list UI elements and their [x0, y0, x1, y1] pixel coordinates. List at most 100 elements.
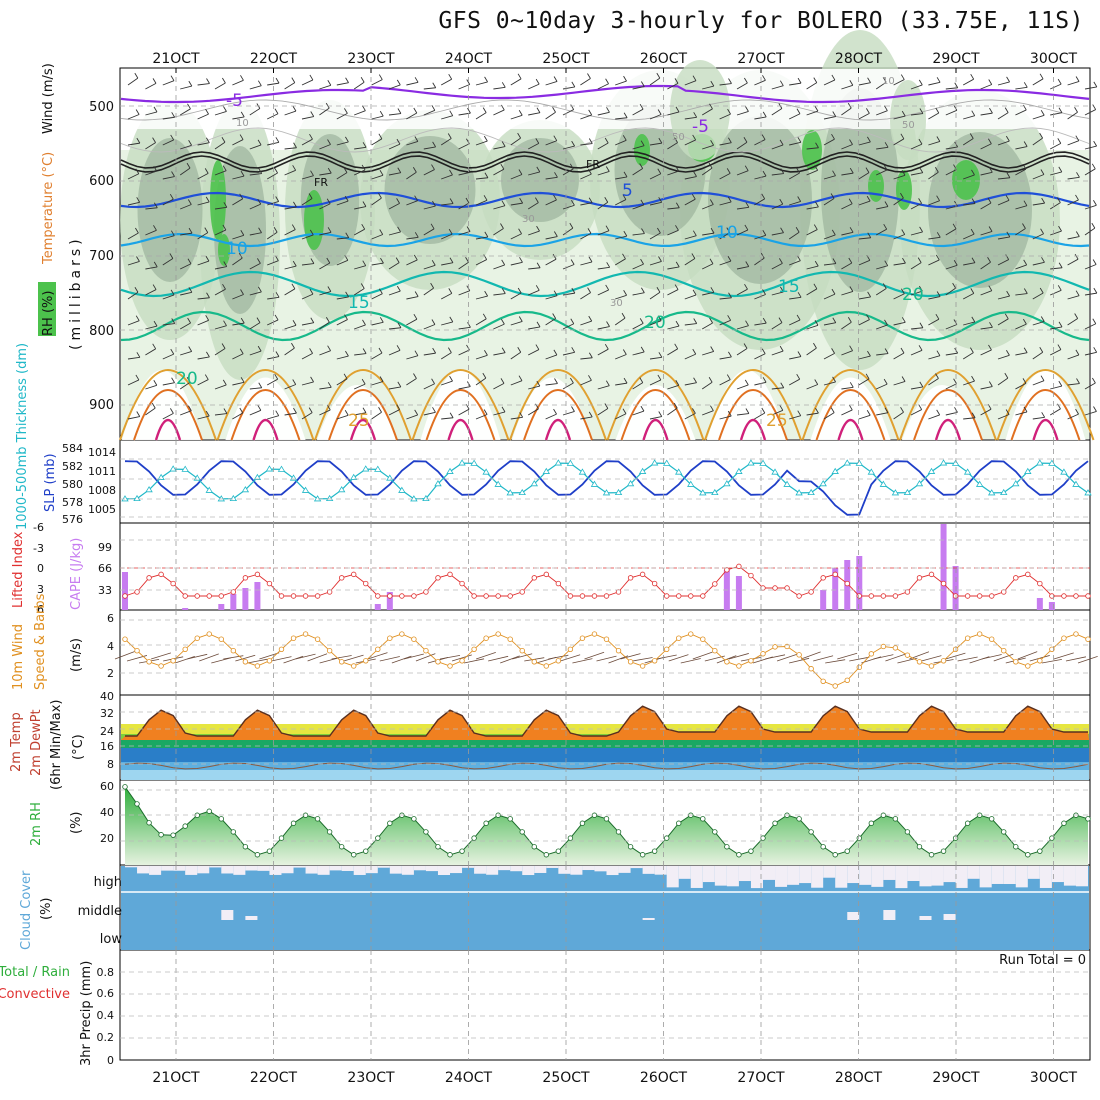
wind-barb	[900, 407, 904, 413]
wind-barb	[693, 112, 698, 118]
wind-barb	[510, 137, 521, 146]
wind-barb	[249, 203, 261, 210]
wind-barb	[388, 231, 401, 236]
wind-barb	[249, 85, 262, 90]
wind-barb	[199, 653, 219, 662]
y-tick-label: 500	[89, 100, 114, 115]
wind-barb	[291, 224, 296, 230]
series-marker	[182, 646, 188, 652]
wind-barb	[823, 322, 836, 326]
wind-barb	[841, 172, 854, 176]
wind-barb	[397, 381, 402, 388]
wind-barb	[249, 232, 262, 236]
y-tick-label: 1014	[88, 446, 116, 459]
wind-barb	[849, 345, 853, 351]
wind-barb	[597, 201, 609, 210]
series-marker	[411, 636, 417, 642]
wind-barb	[222, 379, 227, 386]
wind-barb	[928, 355, 941, 360]
wind-barb	[271, 656, 292, 662]
wind-barb	[945, 146, 958, 150]
wind-barb	[441, 115, 453, 120]
wind-barb	[831, 133, 835, 140]
wind-barb	[649, 379, 662, 386]
wind-barb	[545, 81, 558, 86]
wind-barb	[597, 385, 610, 390]
y-tick-label: 578	[62, 496, 83, 509]
contour-label: 30	[522, 214, 535, 225]
wind-barb	[936, 195, 940, 201]
series-marker	[338, 659, 345, 665]
wind-barb	[449, 257, 454, 263]
wind-barb	[580, 320, 592, 326]
series-marker	[1013, 659, 1019, 665]
wind-barb	[266, 231, 278, 240]
wind-barb	[815, 407, 819, 414]
wind-barb	[649, 114, 662, 120]
wind-barb	[797, 292, 802, 298]
wind-barb	[258, 168, 263, 174]
wind-barb	[362, 260, 367, 266]
series-marker	[519, 829, 525, 835]
series-marker	[351, 571, 357, 578]
wind-barb	[371, 79, 383, 86]
series-marker	[1037, 580, 1043, 587]
cape-bar	[1036, 598, 1043, 610]
wind-barb	[257, 405, 262, 411]
wind-barb	[466, 79, 471, 85]
wind-barb	[918, 138, 923, 145]
wind-barb	[403, 653, 424, 660]
wind-barb	[310, 258, 315, 264]
cloud-gap	[437, 866, 451, 875]
wind-barb	[134, 72, 139, 79]
wind-barb	[858, 378, 870, 386]
y-tick-label: 582	[62, 460, 83, 473]
wind-barb	[430, 223, 435, 230]
wind-barb	[789, 319, 801, 326]
wind-barb	[554, 172, 558, 178]
wind-barb	[762, 230, 767, 236]
wind-barb	[371, 174, 384, 180]
series-marker	[519, 589, 525, 595]
wind-barb	[997, 414, 1010, 420]
contour-label: 20	[902, 285, 924, 305]
pressure-axis-label: (millibars)	[68, 235, 84, 350]
series-marker	[771, 468, 779, 475]
wind-barb	[518, 316, 523, 322]
wind-barb	[240, 111, 245, 118]
series-marker	[735, 467, 743, 474]
wind-barb	[919, 322, 924, 328]
wind-barb	[309, 133, 313, 140]
wind-barb	[162, 353, 174, 360]
series-marker	[182, 823, 188, 829]
wind-barb	[127, 232, 139, 240]
contour-label: 15	[348, 293, 370, 313]
wind-barb	[545, 140, 557, 146]
wind-barb	[667, 384, 679, 390]
wind-barb	[475, 236, 488, 240]
series-marker	[1060, 468, 1068, 475]
wind-barb	[632, 233, 645, 236]
wind-barb	[771, 387, 784, 390]
wind-barb	[1032, 351, 1044, 360]
wind-barb	[284, 229, 296, 236]
wind-barb	[1040, 110, 1045, 116]
wind-barb	[823, 412, 835, 420]
wind-barb	[449, 169, 453, 176]
series-marker	[748, 658, 754, 664]
wind-barb	[354, 169, 366, 176]
wind-barb	[214, 348, 226, 356]
wind-barb	[1084, 411, 1097, 416]
wind-barb	[597, 230, 610, 236]
wind-barb	[458, 143, 470, 150]
wind-barb	[153, 261, 158, 268]
series-marker	[290, 635, 297, 641]
wind-barb	[884, 348, 889, 354]
cloud-gap	[209, 866, 222, 868]
wind-barb	[353, 228, 365, 236]
wind-barb	[336, 112, 348, 120]
wind-barb	[458, 290, 470, 296]
cloud-gap	[799, 866, 812, 884]
y-tick-label: 800	[89, 324, 114, 339]
series-marker	[796, 652, 802, 658]
